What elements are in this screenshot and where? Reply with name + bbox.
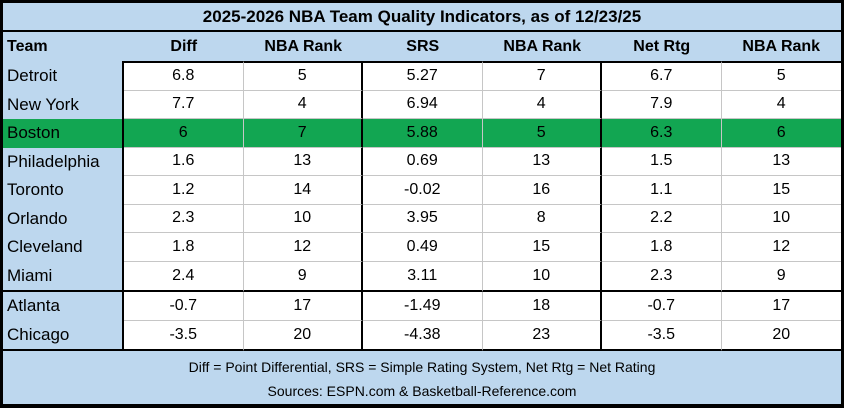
value-cell: 12 [243, 233, 363, 262]
value-cell: 1.1 [602, 176, 722, 205]
value-cell: -1.49 [363, 292, 483, 321]
value-cell: 16 [482, 176, 602, 205]
value-cell: 7 [243, 119, 363, 148]
table-row: Detroit 6.8 5 5.27 7 6.7 5 [3, 61, 841, 91]
value-cell: 10 [721, 204, 841, 233]
value-cell: 17 [243, 292, 363, 321]
value-cell: 20 [243, 320, 363, 351]
team-name-cell: Cleveland [3, 233, 124, 262]
column-header-srs: SRS [406, 37, 440, 55]
value-cell: 15 [721, 176, 841, 205]
team-name-cell: Detroit [3, 61, 124, 91]
value-cell: 3.11 [363, 261, 483, 292]
value-cell: 0.49 [363, 233, 483, 262]
column-header-diff: Diff [170, 37, 198, 55]
column-header-nba-rank-1: NBA Rank [264, 37, 343, 55]
value-cell: 7.9 [602, 90, 722, 119]
value-cell: 3.95 [363, 204, 483, 233]
value-cell: 4 [482, 90, 602, 119]
value-cell: 2.4 [124, 261, 244, 292]
value-cell: -0.7 [124, 292, 244, 321]
table-row: Atlanta -0.7 17 -1.49 18 -0.7 17 [3, 292, 841, 321]
value-cell: 6.3 [602, 119, 722, 148]
column-header-nba-rank-3: NBA Rank [742, 37, 821, 55]
value-cell: 23 [482, 320, 602, 351]
value-cell: 6 [124, 119, 244, 148]
value-cell: 5.27 [363, 61, 483, 91]
value-cell: 10 [482, 261, 602, 292]
team-name-cell: New York [3, 90, 124, 119]
value-cell: 14 [243, 176, 363, 205]
team-name-cell: Philadelphia [3, 147, 124, 176]
team-name-cell: Toronto [3, 176, 124, 205]
team-name-cell: Atlanta [3, 292, 124, 321]
value-cell: 2.3 [602, 261, 722, 292]
value-cell: -3.5 [602, 320, 722, 351]
value-cell: 1.2 [124, 176, 244, 205]
value-cell: -3.5 [124, 320, 244, 351]
value-cell: 5 [482, 119, 602, 148]
team-name-cell: Miami [3, 261, 124, 292]
value-cell: 6.94 [363, 90, 483, 119]
table-body: Detroit 6.8 5 5.27 7 6.7 5 New York 7.7 4 6.94 4 7.9… [3, 61, 841, 351]
team-name-cell: Orlando [3, 204, 124, 233]
value-cell: 4 [721, 90, 841, 119]
value-cell: 6.7 [602, 61, 722, 91]
value-cell: 13 [243, 147, 363, 176]
column-header-row: Team Diff NBA Rank SRS NBA Rank Net Rtg … [3, 32, 841, 61]
value-cell: 7.7 [124, 90, 244, 119]
value-cell: 20 [721, 320, 841, 351]
value-cell: 13 [721, 147, 841, 176]
value-cell: 1.5 [602, 147, 722, 176]
table-row: Cleveland 1.8 12 0.49 15 1.8 12 [3, 233, 841, 262]
value-cell: 5.88 [363, 119, 483, 148]
value-cell: 12 [721, 233, 841, 262]
table-row: New York 7.7 4 6.94 4 7.9 4 [3, 90, 841, 119]
value-cell: 2.2 [602, 204, 722, 233]
table-row: Miami 2.4 9 3.11 10 2.3 9 [3, 261, 841, 292]
value-cell: 5 [243, 61, 363, 91]
value-cell: 8 [482, 204, 602, 233]
value-cell: 5 [721, 61, 841, 91]
value-cell: 9 [243, 261, 363, 292]
value-cell: 1.6 [124, 147, 244, 176]
table-title: 2025-2026 NBA Team Quality Indicators, a… [3, 3, 841, 32]
value-cell: 1.8 [124, 233, 244, 262]
value-cell: -0.7 [602, 292, 722, 321]
column-header-nba-rank-2: NBA Rank [503, 37, 582, 55]
value-cell: 10 [243, 204, 363, 233]
value-cell: 6 [721, 119, 841, 148]
table-row: Philadelphia 1.6 13 0.69 13 1.5 13 [3, 147, 841, 176]
value-cell: 7 [482, 61, 602, 91]
legend-note: Diff = Point Differential, SRS = Simple … [188, 359, 656, 375]
value-cell: 6.8 [124, 61, 244, 91]
value-cell: 15 [482, 233, 602, 262]
value-cell: 0.69 [363, 147, 483, 176]
table-row: Orlando 2.3 10 3.95 8 2.2 10 [3, 204, 841, 233]
value-cell: 4 [243, 90, 363, 119]
value-cell: 17 [721, 292, 841, 321]
table-row: Toronto 1.2 14 -0.02 16 1.1 15 [3, 176, 841, 205]
value-cell: 9 [721, 261, 841, 292]
column-header-net-rtg: Net Rtg [633, 37, 691, 55]
table-row: Boston 6 7 5.88 5 6.3 6 [3, 119, 841, 148]
value-cell: 2.3 [124, 204, 244, 233]
value-cell: 1.8 [602, 233, 722, 262]
table-row: Chicago -3.5 20 -4.38 23 -3.5 20 [3, 320, 841, 351]
value-cell: 13 [482, 147, 602, 176]
sources-note: Sources: ESPN.com & Basketball-Reference… [267, 383, 577, 399]
column-header-team: Team [7, 37, 48, 55]
team-name-cell: Chicago [3, 320, 124, 351]
value-cell: -0.02 [363, 176, 483, 205]
value-cell: -4.38 [363, 320, 483, 351]
value-cell: 18 [482, 292, 602, 321]
team-name-cell: Boston [3, 119, 124, 148]
